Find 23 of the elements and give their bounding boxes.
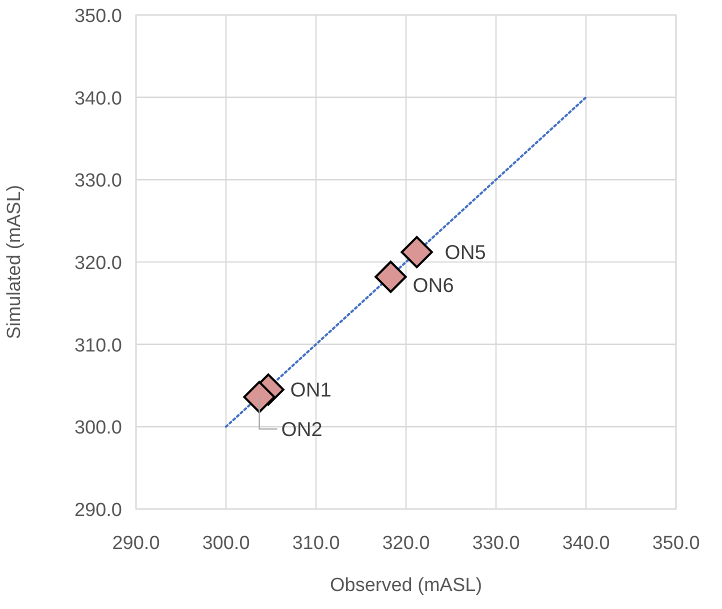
x-tick-label: 300.0 xyxy=(202,533,250,554)
annotation: ON2 xyxy=(281,419,322,442)
annotation: ON1 xyxy=(290,380,332,402)
y-tick-label: 350.0 xyxy=(74,6,122,27)
y-tick-label: 330.0 xyxy=(74,170,122,192)
point xyxy=(400,236,433,268)
annotation: ON6 xyxy=(412,274,454,297)
point xyxy=(243,380,276,414)
y-tick-label: 300.0 xyxy=(74,418,122,439)
y-tick-label: 320.0 xyxy=(74,253,122,274)
annotation: ON5 xyxy=(444,242,486,264)
x-tick-label: 350.0 xyxy=(652,533,700,554)
x-tick-label: 290.0 xyxy=(112,533,160,554)
y-tick-label: 310.0 xyxy=(74,335,122,356)
x-tick-label: 320.0 xyxy=(382,533,430,554)
x-axis-title: Observed (mASL) xyxy=(330,575,482,596)
point xyxy=(374,260,407,293)
y-tick-label: 290.0 xyxy=(74,500,122,521)
y-tick-label: 340.0 xyxy=(74,88,122,110)
x-tick-label: 340.0 xyxy=(562,533,610,554)
x-tick-label: 310.0 xyxy=(292,533,340,554)
y-axis-title: Simulated (mASL) xyxy=(4,184,25,340)
x-tick-label: 330.0 xyxy=(472,533,520,554)
